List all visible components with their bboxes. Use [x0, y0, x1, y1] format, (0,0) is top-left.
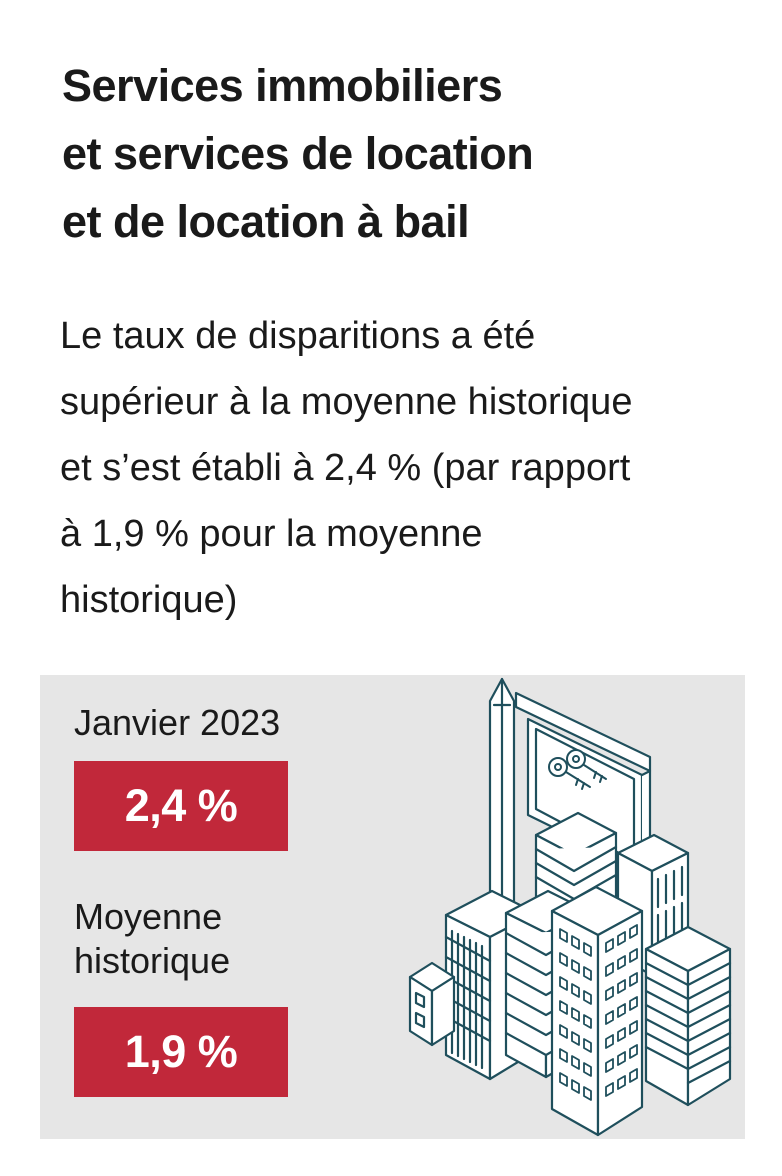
stats-panel: Janvier 2023 2,4 % Moyenne historique 1,… — [40, 675, 745, 1139]
title-line: Services immobiliers — [62, 60, 503, 111]
sign-pole — [488, 677, 516, 913]
description-line: Le taux de disparitions a été — [60, 315, 536, 357]
description-line: historique) — [60, 579, 238, 621]
building-small — [408, 961, 456, 1047]
historical-rate-badge: 1,9 % — [74, 1007, 288, 1097]
historical-average-label: Moyenne historique — [74, 895, 230, 983]
keys-icon — [548, 749, 607, 790]
description-line: supérieur à la moyenne historique — [60, 381, 633, 423]
building-far-right — [644, 925, 732, 1107]
description-line: et s’est établi à 2,4 % (par rapport — [60, 447, 631, 489]
historical-average-label-line: historique — [74, 940, 231, 981]
page-title: Services immobiliers et services de loca… — [62, 52, 752, 256]
buildings-with-keys-sign-icon — [408, 677, 732, 1137]
title-line: et services de location — [62, 128, 534, 179]
historical-average-label-line: Moyenne — [74, 896, 223, 937]
description-line: à 1,9 % pour la moyenne — [60, 513, 483, 555]
description: Le taux de disparitions a été supérieur … — [60, 303, 770, 633]
current-rate-badge: 2,4 % — [74, 761, 288, 851]
current-period-label: Janvier 2023 — [74, 702, 281, 743]
title-line: et de location à bail — [62, 196, 470, 247]
building-front — [550, 885, 644, 1137]
